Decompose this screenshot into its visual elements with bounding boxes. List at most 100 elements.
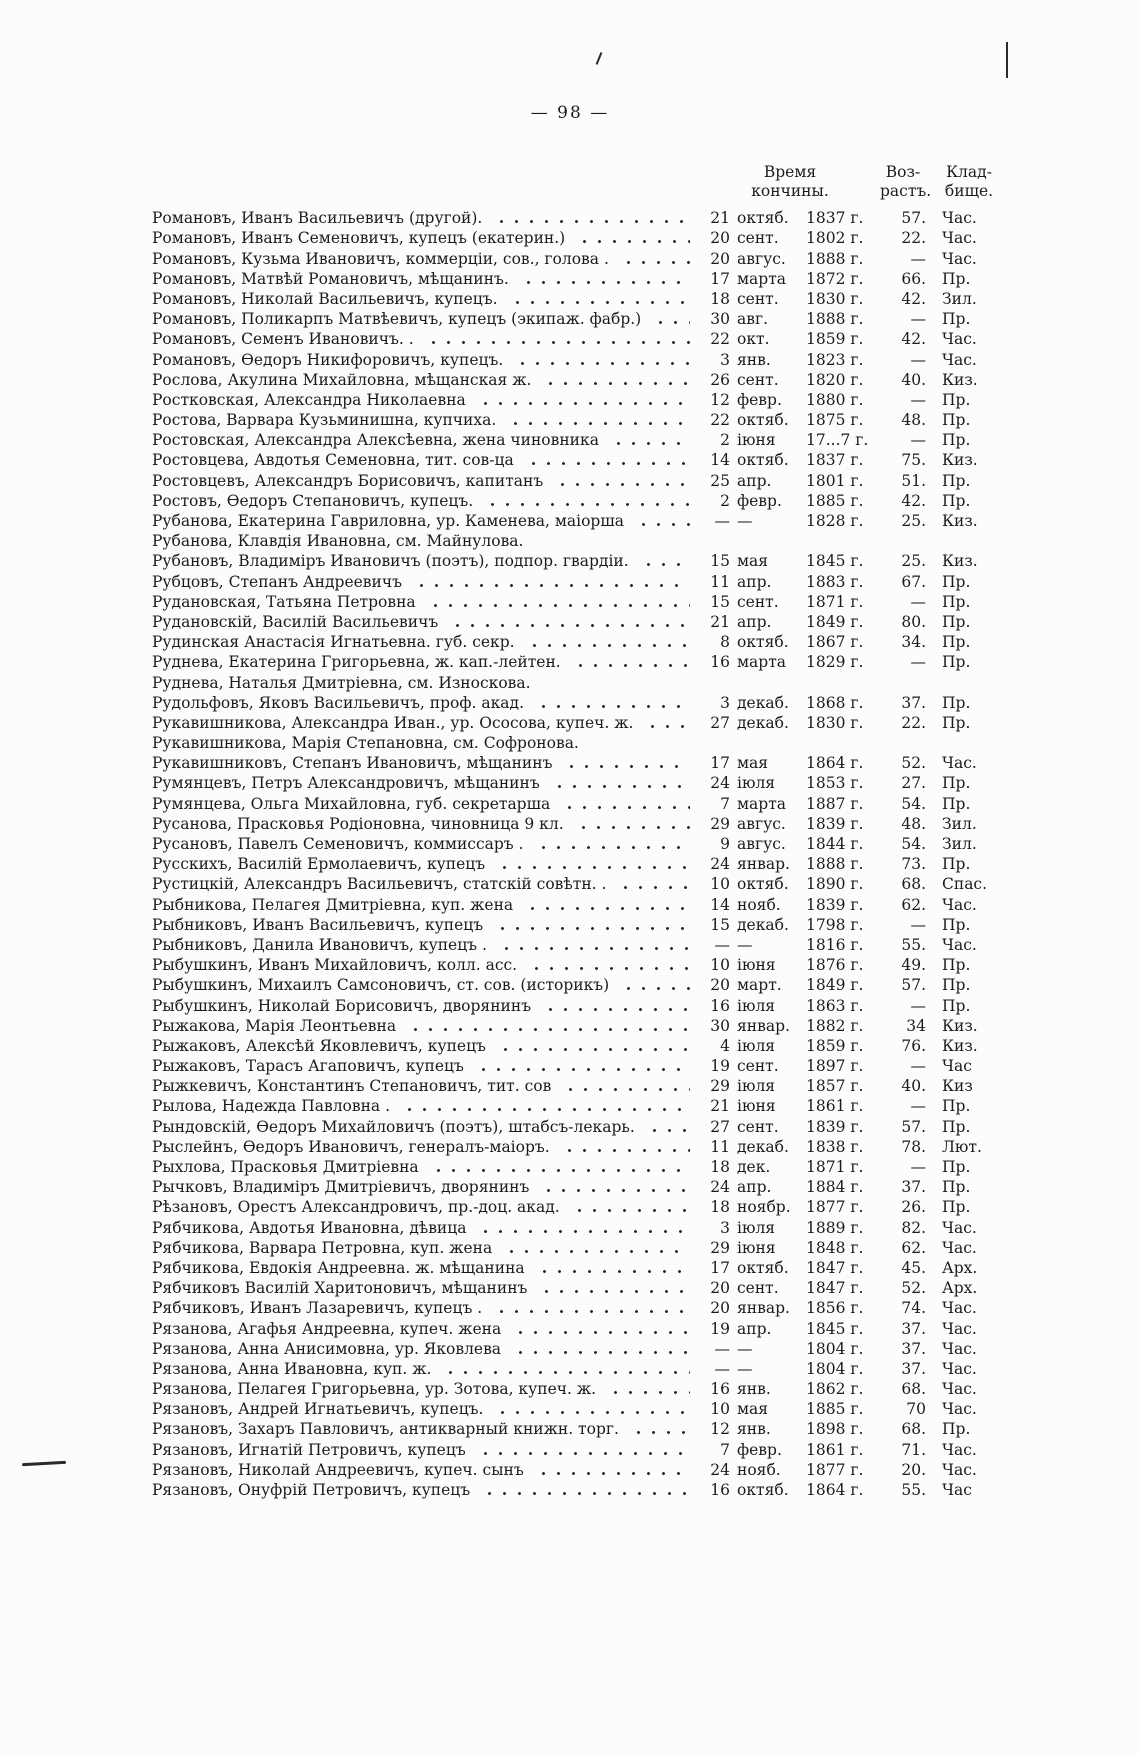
dot-leader: [529, 966, 690, 972]
death-month: сент.: [737, 229, 779, 248]
death-year: 1804 г.: [806, 1359, 864, 1378]
death-day: 14: [710, 895, 730, 914]
death-month: янв.: [737, 1380, 771, 1399]
dot-leader: [494, 1309, 690, 1315]
cemetery-value: Час.: [942, 1218, 977, 1237]
person-name: Романовъ, Семенъ Ивановичъ. .: [152, 330, 414, 349]
person-name: Рыжкевичъ, Константинъ Степановичъ, тит.…: [152, 1077, 552, 1096]
table-row: Рыбникова, Пелагея Дмитріевна, куп. жена…: [152, 894, 1012, 914]
death-month: сент.: [737, 1279, 779, 1298]
table-row: Рубанова, Клавдія Ивановна, см. Майнулов…: [152, 531, 1012, 551]
table-row: Рыхлова, Прасковья Дмитріевна 18 дек. 18…: [152, 1157, 1012, 1177]
death-month: марта: [737, 653, 787, 672]
person-name: Рубанова, Екатерина Гавриловна, ур. Каме…: [152, 512, 625, 530]
table-rows: Романовъ, Иванъ Васильевичъ (другой). 21…: [152, 208, 1012, 1500]
age-value: 34.: [901, 633, 926, 652]
death-day: 17: [710, 754, 730, 773]
death-month: декаб.: [737, 1137, 789, 1156]
death-month: авгус.: [737, 249, 786, 268]
cemetery-value: Час: [942, 1057, 972, 1076]
death-day: 3: [720, 1218, 730, 1237]
table-row: Рязанова, Пелагея Григорьевна, ур. Зотов…: [152, 1379, 1012, 1399]
death-month: ноябр.: [737, 1198, 791, 1217]
death-year: 1877 г.: [806, 1198, 864, 1217]
cemetery-value: Киз.: [942, 1036, 978, 1055]
person-name: Ростковская, Александра Николаевна: [152, 390, 466, 409]
cemetery-value: Час.: [942, 350, 977, 369]
dot-leader: [478, 1228, 690, 1234]
age-value: 22.: [901, 713, 926, 732]
dot-leader: [535, 542, 690, 547]
death-year: 1823 г.: [806, 350, 864, 369]
column-header-age-line1: Воз-: [885, 163, 921, 181]
age-value: 45.: [901, 1258, 926, 1277]
death-year: 1801 г.: [806, 471, 864, 490]
table-row: Рудановская, Татьяна Петровна 15 сент. 1…: [152, 592, 1012, 612]
person-name: Рыбникова, Пелагея Дмитріевна, куп. жена: [152, 895, 514, 914]
cemetery-value: Час.: [942, 935, 977, 954]
table-row: Рязановъ, Онуфрій Петровичъ, купецъ 16 о…: [152, 1480, 1012, 1500]
death-year: 1875 г.: [806, 411, 864, 430]
column-header-age: Воз- растъ.: [880, 163, 931, 201]
death-day: 29: [710, 1077, 730, 1096]
dot-leader: [425, 340, 690, 346]
table-row: Рязановъ, Андрей Игнатьевичъ, купецъ. 10…: [152, 1399, 1012, 1419]
death-day: 12: [710, 390, 730, 409]
table-row: Романовъ, Семенъ Ивановичъ. . 22 окт. 18…: [152, 329, 1012, 349]
dot-leader: [591, 744, 690, 749]
cemetery-value: Час.: [942, 1319, 977, 1338]
cemetery-value: Спас.: [942, 875, 988, 894]
person-name: Рындовскій, Ѳедоръ Михайловичъ (поэтъ), …: [152, 1117, 635, 1136]
scan-artifact-bar: [1006, 42, 1008, 78]
table-row: Рубанова, Екатерина Гавриловна, ур. Каме…: [152, 511, 1012, 531]
cemetery-value: Пр.: [942, 390, 971, 409]
dot-leader: [427, 602, 690, 608]
death-month: —: [737, 1359, 753, 1378]
person-name: Румянцева, Ольга Михайловна, губ. секрет…: [152, 794, 551, 813]
person-name: Рудольфовъ, Яковъ Васильевичъ, проф. ака…: [152, 693, 524, 712]
dot-leader: [608, 1390, 690, 1396]
death-year: 1888 г.: [806, 310, 864, 329]
death-year: 1884 г.: [806, 1178, 864, 1197]
dot-leader: [494, 219, 690, 225]
death-day: 10: [710, 956, 730, 975]
death-month: іюля: [737, 996, 776, 1015]
table-row: Румянцевъ, Петръ Александровичъ, мѣщанин…: [152, 773, 1012, 793]
death-year: 1898 г.: [806, 1420, 864, 1439]
age-value: 37.: [901, 1178, 926, 1197]
table-row: Рудольфовъ, Яковъ Васильевичъ, проф. ака…: [152, 693, 1012, 713]
person-name: Рязанова, Анна Ивановна, куп. ж.: [152, 1359, 432, 1378]
age-value: 74.: [901, 1299, 926, 1318]
death-day: 21: [710, 612, 730, 631]
cemetery-value: Пр.: [942, 915, 971, 934]
table-row: Ростовцева, Авдотья Семеновна, тит. сов-…: [152, 450, 1012, 470]
table-row: Рябчикова, Евдокія Андреевна. ж. мѣщанин…: [152, 1258, 1012, 1278]
age-value: 68.: [901, 1380, 926, 1399]
death-month: январ.: [737, 1299, 790, 1318]
dot-leader: [450, 622, 690, 628]
person-name: Рукавишниковъ, Степанъ Ивановичъ, мѣщани…: [152, 754, 553, 773]
death-year: 1837 г.: [806, 209, 864, 228]
death-day: 19: [710, 1319, 730, 1338]
table-row: Рудановскій, Василій Васильевичъ 21 апр.…: [152, 612, 1012, 632]
death-year: 1845 г.: [806, 552, 864, 571]
age-value: —: [910, 653, 927, 672]
death-year: 1844 г.: [806, 835, 864, 853]
death-day: 2: [720, 431, 730, 450]
death-month: октяб.: [737, 411, 789, 430]
age-value: 49.: [901, 956, 926, 975]
age-value: —: [910, 996, 927, 1015]
cemetery-value: Пр.: [942, 411, 971, 430]
age-value: —: [910, 249, 927, 268]
dot-leader: [571, 1208, 690, 1214]
death-month: дек.: [737, 1158, 771, 1176]
person-name: Рудановскій, Василій Васильевичъ: [152, 612, 439, 631]
death-year: 1890 г.: [806, 875, 864, 894]
death-year: 1864 г.: [806, 1481, 864, 1499]
death-month: мая: [737, 754, 769, 773]
person-name: Рыжакова, Марія Леонтьевна: [152, 1016, 397, 1035]
table-row: Ростковская, Александра Николаевна 12 фе…: [152, 390, 1012, 410]
dot-leader: [497, 865, 690, 871]
death-month: іюля: [737, 1218, 776, 1237]
